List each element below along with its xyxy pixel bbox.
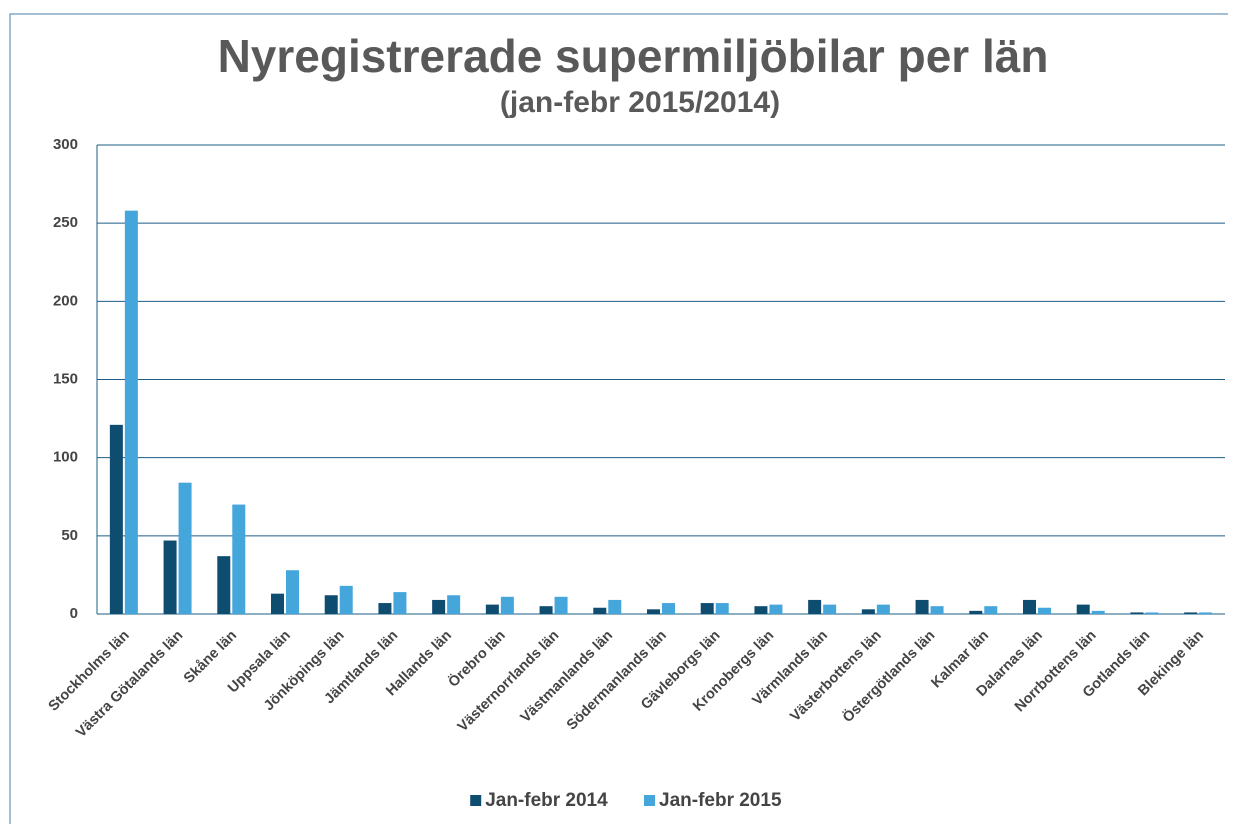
bar (930, 606, 944, 614)
bar (876, 604, 890, 614)
bar (324, 595, 338, 614)
x-tick-label: Västernorrlands län (455, 628, 563, 736)
bar (271, 593, 284, 614)
bar (861, 609, 875, 614)
bar (432, 599, 446, 614)
bar (915, 599, 929, 614)
bar (232, 504, 246, 614)
bar (1184, 612, 1198, 614)
bar (647, 609, 660, 614)
bar (1130, 612, 1144, 614)
bar (969, 610, 983, 614)
chart-frame (9, 13, 1228, 824)
legend-swatch (644, 795, 655, 806)
bar (1023, 599, 1036, 614)
bar (769, 604, 783, 614)
bar (1038, 607, 1051, 614)
bar (378, 603, 392, 614)
y-tick-label: 150 (53, 370, 78, 387)
x-tick-label: Södermanlands län (564, 628, 670, 734)
bar (593, 607, 607, 614)
bar (754, 606, 768, 614)
x-tick-label: Västerbottens län (787, 628, 884, 725)
y-tick-label: 200 (53, 292, 78, 309)
y-tick-label: 250 (53, 214, 78, 231)
bar (124, 210, 138, 614)
y-tick-label: 0 (70, 605, 78, 622)
bar (1076, 604, 1090, 614)
y-tick-label: 300 (53, 136, 78, 153)
bar (339, 585, 353, 614)
bar (447, 595, 461, 614)
bar (217, 556, 231, 614)
bar (109, 424, 123, 614)
bar (1145, 612, 1159, 614)
bar (485, 604, 499, 614)
bar (823, 604, 837, 614)
bar (715, 603, 729, 614)
bar (608, 599, 622, 614)
x-tick-label: Östergötlands län (839, 627, 938, 726)
y-tick-label: 50 (61, 527, 78, 544)
bar (1199, 612, 1213, 614)
bar (984, 606, 998, 614)
bar (1091, 610, 1105, 614)
bar (662, 603, 675, 614)
chart-subtitle: (jan-febr 2015/2014) (500, 86, 780, 119)
legend-label: Jan-febr 2015 (659, 790, 782, 811)
bar (554, 596, 568, 614)
bar (286, 570, 299, 614)
bar (539, 606, 553, 614)
bar (393, 592, 407, 614)
legend-label: Jan-febr 2014 (485, 790, 608, 811)
bar (500, 596, 514, 614)
bar (808, 599, 822, 614)
bar (178, 482, 192, 614)
x-tick-label: Västmanlands län (518, 628, 616, 726)
chart-title: Nyregistrerade supermiljöbilar per län (218, 30, 1049, 82)
bar (700, 603, 714, 614)
legend-swatch (470, 795, 482, 806)
bar (163, 540, 177, 614)
x-tick-label: Västra Götalands län (73, 628, 186, 741)
y-tick-label: 100 (53, 449, 78, 466)
